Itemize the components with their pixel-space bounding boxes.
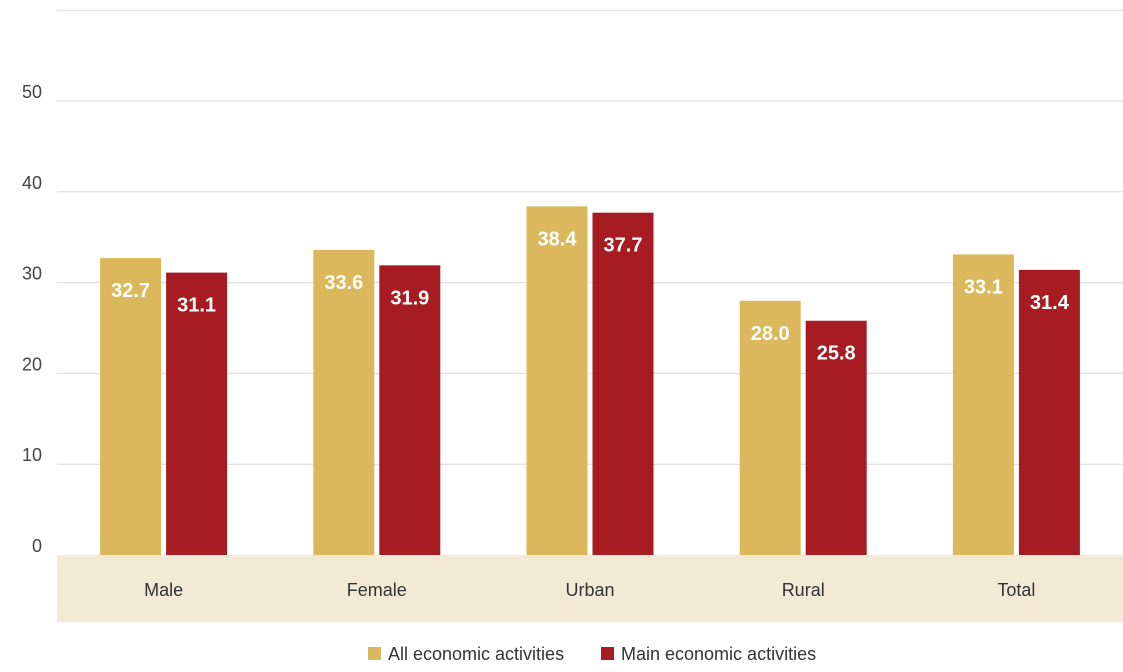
bar-total-series-2 [1018, 269, 1080, 555]
value-label-rural-series-2: 25.8 [817, 343, 856, 365]
category-label-female: Female [347, 580, 407, 600]
category-label-male: Male [144, 580, 183, 600]
category-label-urban: Urban [565, 580, 614, 600]
legend-label-series-2: Main economic activities [621, 644, 816, 664]
bar-male-series-2 [166, 272, 228, 555]
category-axis-band [57, 555, 1123, 622]
category-label-total: Total [997, 580, 1035, 600]
value-label-urban-series-2: 37.7 [604, 235, 643, 257]
value-label-male-series-2: 31.1 [177, 295, 216, 317]
y-tick-label-50: 50 [22, 82, 42, 102]
value-label-female-series-2: 31.9 [390, 287, 429, 309]
y-tick-label-10: 10 [22, 445, 42, 465]
value-label-total-series-2: 31.4 [1030, 292, 1070, 314]
y-tick-label-40: 40 [22, 173, 42, 193]
value-label-urban-series-1: 38.4 [538, 228, 578, 250]
value-label-rural-series-1: 28.0 [751, 323, 790, 345]
bar-female-series-2 [379, 265, 441, 555]
category-label-rural: Rural [782, 580, 825, 600]
legend-label-series-1: All economic activities [388, 644, 564, 664]
legend-swatch-series-2 [601, 647, 614, 660]
bar-rural-series-1 [739, 300, 801, 555]
legend-swatch-series-1 [368, 647, 381, 660]
bar-urban-series-1 [526, 206, 588, 555]
y-tick-label-30: 30 [22, 264, 42, 284]
y-tick-label-20: 20 [22, 354, 42, 374]
bar-urban-series-2 [592, 212, 654, 555]
bar-female-series-1 [313, 249, 375, 556]
value-label-female-series-1: 33.6 [324, 272, 363, 294]
value-label-total-series-1: 33.1 [964, 276, 1003, 298]
value-label-male-series-1: 32.7 [111, 280, 150, 302]
bar-rural-series-2 [805, 320, 867, 555]
bar-male-series-1 [100, 258, 162, 555]
y-tick-label-0: 0 [32, 536, 42, 556]
bar-total-series-1 [952, 254, 1014, 555]
